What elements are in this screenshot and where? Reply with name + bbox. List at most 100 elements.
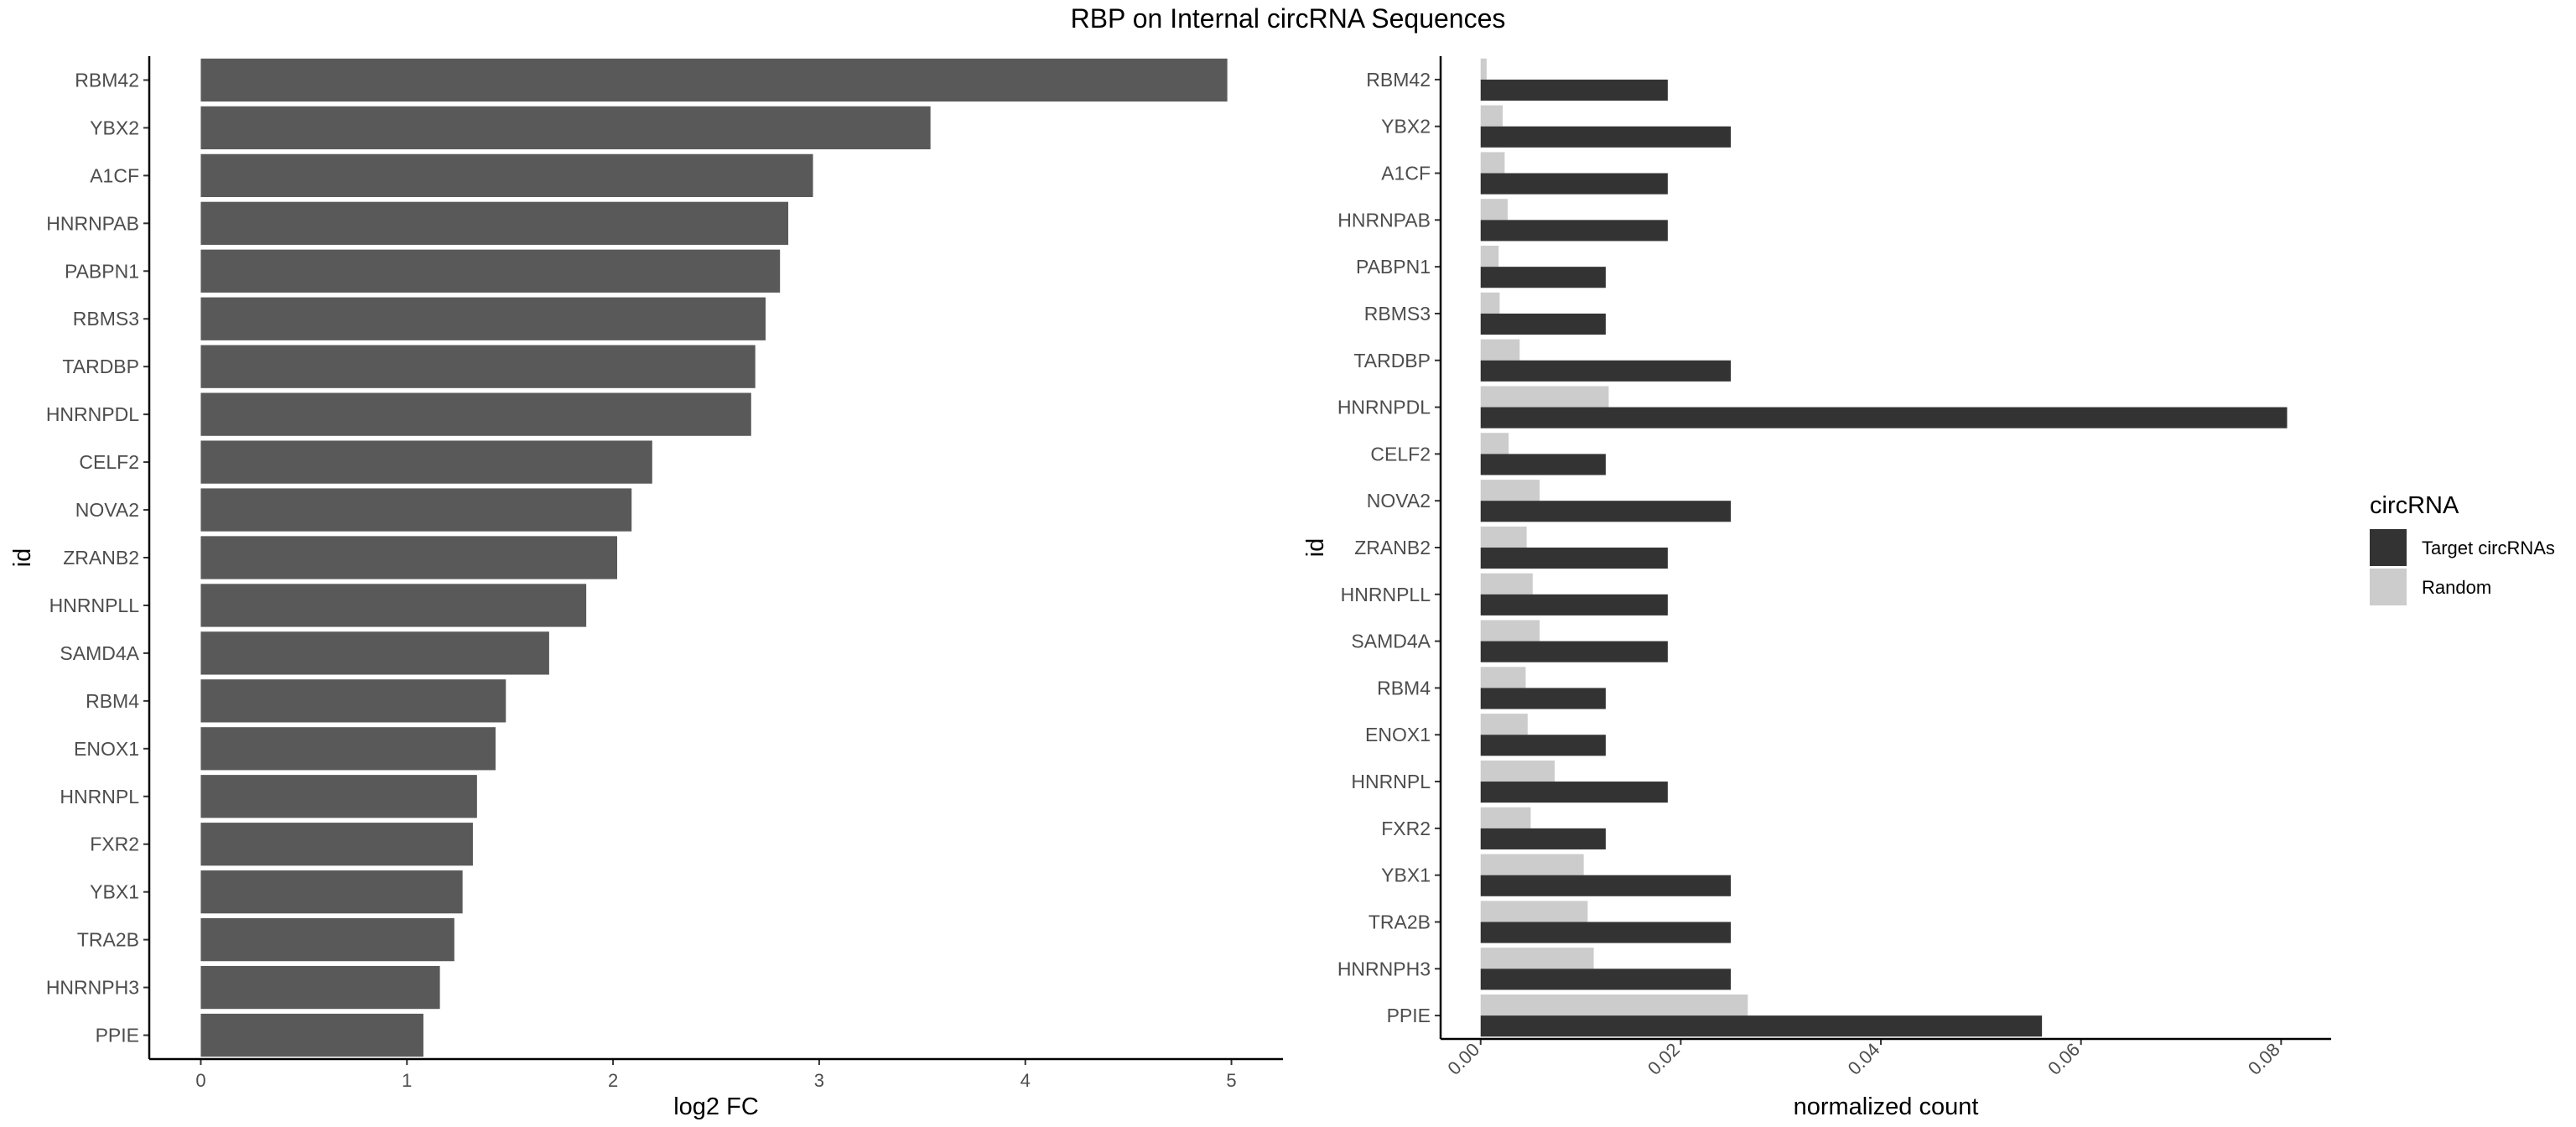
random-bar-hnrnpab xyxy=(1480,199,1508,221)
log2fc-y-tick-label-celf2: CELF2 xyxy=(79,451,139,473)
log2fc-y-tick-label-hnrnph3: HNRNPH3 xyxy=(46,977,139,999)
normalized-count-y-tick-label-nova2: NOVA2 xyxy=(1367,490,1431,512)
target-circrnas-bar-pabpn1 xyxy=(1480,267,1606,288)
target-circrnas-bar-celf2 xyxy=(1480,454,1606,475)
normalized-count-y-tick-label-celf2: CELF2 xyxy=(1370,443,1431,465)
log2fc-y-tick-label-rbms3: RBMS3 xyxy=(73,308,139,330)
log2fc-bar-enox1 xyxy=(200,727,496,771)
random-bar-rbm42 xyxy=(1480,58,1487,80)
log2fc-bar-ppie xyxy=(200,1013,423,1057)
legend-swatch-target-circrnas xyxy=(2370,529,2407,566)
random-bar-enox1 xyxy=(1480,714,1528,735)
target-circrnas-bar-zranb2 xyxy=(1480,548,1668,569)
normalized-count-y-tick-label-tra2b: TRA2B xyxy=(1368,911,1431,932)
target-circrnas-bar-a1cf xyxy=(1480,173,1668,195)
log2fc-bars xyxy=(200,58,1228,1057)
log2fc-y-tick-label-hnrnpl: HNRNPL xyxy=(60,786,139,808)
log2fc-bar-tra2b xyxy=(200,917,454,962)
log2fc-y-tick-label-enox1: ENOX1 xyxy=(74,738,139,760)
normalized-count-x-ticks: 0.00 0.02 0.04 0.06 0.08 xyxy=(1443,1039,2284,1079)
log2fc-y-tick-label-hnrnpll: HNRNPLL xyxy=(49,595,140,616)
target-circrnas-bar-hnrnpl xyxy=(1480,782,1668,803)
legend-title: circRNA xyxy=(2370,492,2459,519)
normalized-count-x-tick-label: 0.02 xyxy=(1644,1039,1684,1079)
target-circrnas-bar-ybx2 xyxy=(1480,126,1732,148)
target-circrnas-bar-samd4a xyxy=(1480,641,1668,662)
target-circrnas-bar-rbms3 xyxy=(1480,313,1606,335)
normalized-count-y-tick-label-tardbp: TARDBP xyxy=(1353,350,1431,371)
log2fc-y-tick-label-samd4a: SAMD4A xyxy=(60,642,139,664)
log2fc-bar-celf2 xyxy=(200,440,652,484)
normalized-count-y-tick-label-hnrnph3: HNRNPH3 xyxy=(1337,958,1431,979)
log2fc-bar-hnrnph3 xyxy=(200,965,440,1010)
legend-swatch-random xyxy=(2370,569,2407,605)
normalized-count-y-tick-label-rbm4: RBM4 xyxy=(1377,677,1431,699)
target-circrnas-bar-hnrnpdl xyxy=(1480,407,2288,428)
log2fc-x-tick-label: 2 xyxy=(608,1070,618,1091)
log2fc-y-tick-label-tardbp: TARDBP xyxy=(62,356,139,377)
target-circrnas-bar-hnrnph3 xyxy=(1480,969,1732,990)
log2fc-y-tick-label-nova2: NOVA2 xyxy=(75,499,139,521)
log2fc-bar-ybx2 xyxy=(200,106,931,150)
random-bar-a1cf xyxy=(1480,152,1505,174)
chart-title: RBP on Internal circRNA Sequences xyxy=(1071,3,1506,34)
target-circrnas-bar-tra2b xyxy=(1480,922,1732,943)
log2fc-bar-ybx1 xyxy=(200,870,463,914)
normalized-count-y-tick-label-ybx2: YBX2 xyxy=(1381,116,1431,138)
log2fc-bar-chart: RBM42YBX2A1CFHNRNPABPABPN1RBMS3TARDBPHNR… xyxy=(9,56,1283,1120)
legend: circRNA Target circRNAs Random xyxy=(2370,492,2555,605)
normalized-count-y-tick-label-ybx1: YBX1 xyxy=(1381,865,1431,886)
random-bar-ybx2 xyxy=(1480,105,1503,127)
random-bar-hnrnpll xyxy=(1480,573,1533,595)
log2fc-y-tick-label-ppie: PPIE xyxy=(96,1025,139,1046)
target-circrnas-bar-enox1 xyxy=(1480,735,1606,756)
log2fc-bar-samd4a xyxy=(200,631,549,675)
target-circrnas-bar-tardbp xyxy=(1480,360,1732,382)
log2fc-bar-hnrnpab xyxy=(200,201,789,245)
log2fc-bar-pabpn1 xyxy=(200,249,781,293)
log2fc-y-tick-label-tra2b: TRA2B xyxy=(77,929,139,951)
log2fc-x-tick-label: 4 xyxy=(1021,1070,1031,1091)
log2fc-bar-rbms3 xyxy=(200,297,766,340)
target-circrnas-bar-rbm42 xyxy=(1480,79,1668,101)
target-circrnas-bar-rbm4 xyxy=(1480,688,1606,709)
normalized-count-x-axis-title: normalized count xyxy=(1794,1093,1979,1120)
normalized-count-x-tick-label: 0.08 xyxy=(2244,1039,2284,1079)
target-circrnas-bar-fxr2 xyxy=(1480,828,1606,849)
log2fc-y-tick-label-a1cf: A1CF xyxy=(90,164,139,186)
random-bar-tra2b xyxy=(1480,901,1588,922)
log2fc-y-axis-title: id xyxy=(9,548,36,568)
log2fc-y-tick-label-rbm42: RBM42 xyxy=(75,69,139,91)
random-bar-pabpn1 xyxy=(1480,246,1499,267)
normalized-count-y-tick-label-zranb2: ZRANB2 xyxy=(1354,537,1431,558)
log2fc-y-tick-label-zranb2: ZRANB2 xyxy=(63,547,139,569)
log2fc-bar-rbm4 xyxy=(200,679,506,723)
log2fc-bar-hnrnpdl xyxy=(200,392,751,436)
log2fc-bar-hnrnpl xyxy=(200,775,477,818)
log2fc-y-tick-label-ybx1: YBX1 xyxy=(90,881,139,903)
normalized-count-y-tick-label-samd4a: SAMD4A xyxy=(1351,631,1431,652)
random-bar-rbms3 xyxy=(1480,292,1500,314)
random-bar-fxr2 xyxy=(1480,807,1531,828)
log2fc-y-tick-label-hnrnpab: HNRNPAB xyxy=(46,212,139,234)
random-bar-samd4a xyxy=(1480,620,1540,641)
random-bar-ybx1 xyxy=(1480,854,1584,875)
target-circrnas-bar-hnrnpab xyxy=(1480,220,1668,242)
random-bar-rbm4 xyxy=(1480,667,1526,688)
log2fc-bar-rbm42 xyxy=(200,58,1228,102)
log2fc-x-tick-label: 5 xyxy=(1226,1070,1236,1091)
log2fc-y-tick-label-rbm4: RBM4 xyxy=(86,690,139,712)
log2fc-bar-tardbp xyxy=(200,345,756,388)
normalized-count-bar-chart: RBM42 YBX2 A1CF HNRNPAB PABPN1 RBMS3 TARDBP HNR… xyxy=(1302,56,2331,1120)
random-bar-ppie xyxy=(1480,994,1748,1016)
normalized-count-y-tick-label-rbms3: RBMS3 xyxy=(1364,303,1431,325)
random-bar-hnrnpdl xyxy=(1480,386,1609,408)
random-bar-tardbp xyxy=(1480,339,1520,361)
normalized-count-y-tick-label-fxr2: FXR2 xyxy=(1381,818,1431,839)
log2fc-y-tick-label-hnrnpdl: HNRNPDL xyxy=(46,403,139,425)
log2fc-bar-fxr2 xyxy=(200,823,473,866)
random-bar-celf2 xyxy=(1480,433,1509,454)
legend-label-target-circrnas: Target circRNAs xyxy=(2422,538,2555,558)
log2fc-y-tick-label-pabpn1: PABPN1 xyxy=(65,260,139,282)
log2fc-y-tick-label-fxr2: FXR2 xyxy=(90,834,139,855)
